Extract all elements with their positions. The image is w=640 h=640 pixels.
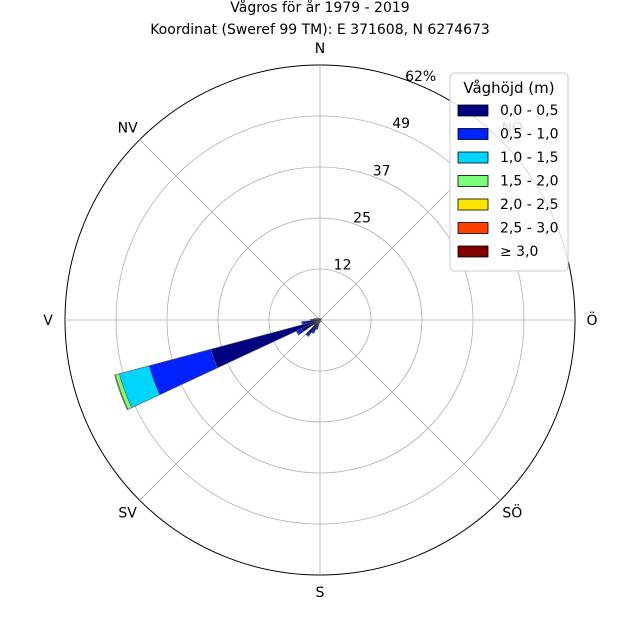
direction-label-n: N: [315, 41, 325, 57]
radial-tick-label: 37: [373, 163, 391, 179]
rose-segment: [316, 317, 319, 320]
legend-swatch: [457, 198, 489, 211]
direction-label-w: V: [43, 313, 53, 329]
rose-segment: [301, 321, 304, 326]
radial-tick-label: 62%: [405, 69, 436, 85]
direction-label-se: SÖ: [502, 503, 522, 521]
rose-segment: [114, 374, 129, 411]
legend-swatch: [457, 245, 489, 258]
legend-label: 1,0 - 1,5: [500, 150, 558, 166]
legend-label: ≥ 3,0: [500, 244, 538, 260]
radial-tick-label: 25: [353, 210, 371, 226]
legend-swatch: [457, 222, 489, 234]
legend: Våghöjd (m) 0,0 - 0,5 0,5 - 1,0 1,0 - 1,5 1,…: [449, 72, 569, 272]
rose-segment: [305, 333, 310, 337]
rose-sectors: [114, 317, 322, 411]
direction-label-nw: NV: [118, 121, 138, 137]
rose-segment: [295, 330, 300, 336]
legend-label: 1,5 - 2,0: [500, 174, 558, 190]
legend-label: 0,0 - 0,5: [500, 103, 558, 119]
radial-tick-label: 49: [392, 116, 410, 132]
legend-label: 2,0 - 2,5: [500, 197, 558, 213]
direction-label-s: S: [316, 585, 325, 601]
legend-box: [449, 72, 569, 272]
legend-swatch: [457, 104, 489, 117]
direction-label-sw: SV: [118, 505, 137, 521]
rose-segment: [313, 323, 317, 326]
legend-label: 2,5 - 3,0: [500, 221, 558, 237]
rose-segment: [315, 317, 318, 320]
legend-swatch: [457, 175, 489, 187]
chart-subtitle: Koordinat (Sweref 99 TM): E 371608, N 62…: [150, 22, 490, 38]
radial-tick-labels: 12 25 37 49 62%: [334, 69, 437, 273]
legend-swatch: [457, 151, 489, 164]
rose-segment: [313, 318, 316, 320]
chart-title: Vågros för år 1979 - 2019: [230, 0, 409, 16]
legend-label: 0,5 - 1,0: [500, 127, 558, 143]
legend-title: Våghöjd (m): [463, 79, 554, 97]
rose-segment: [210, 319, 321, 369]
legend-swatch: [457, 128, 489, 140]
direction-label-e: Ö: [586, 311, 597, 329]
radial-tick-label: 12: [334, 257, 352, 273]
